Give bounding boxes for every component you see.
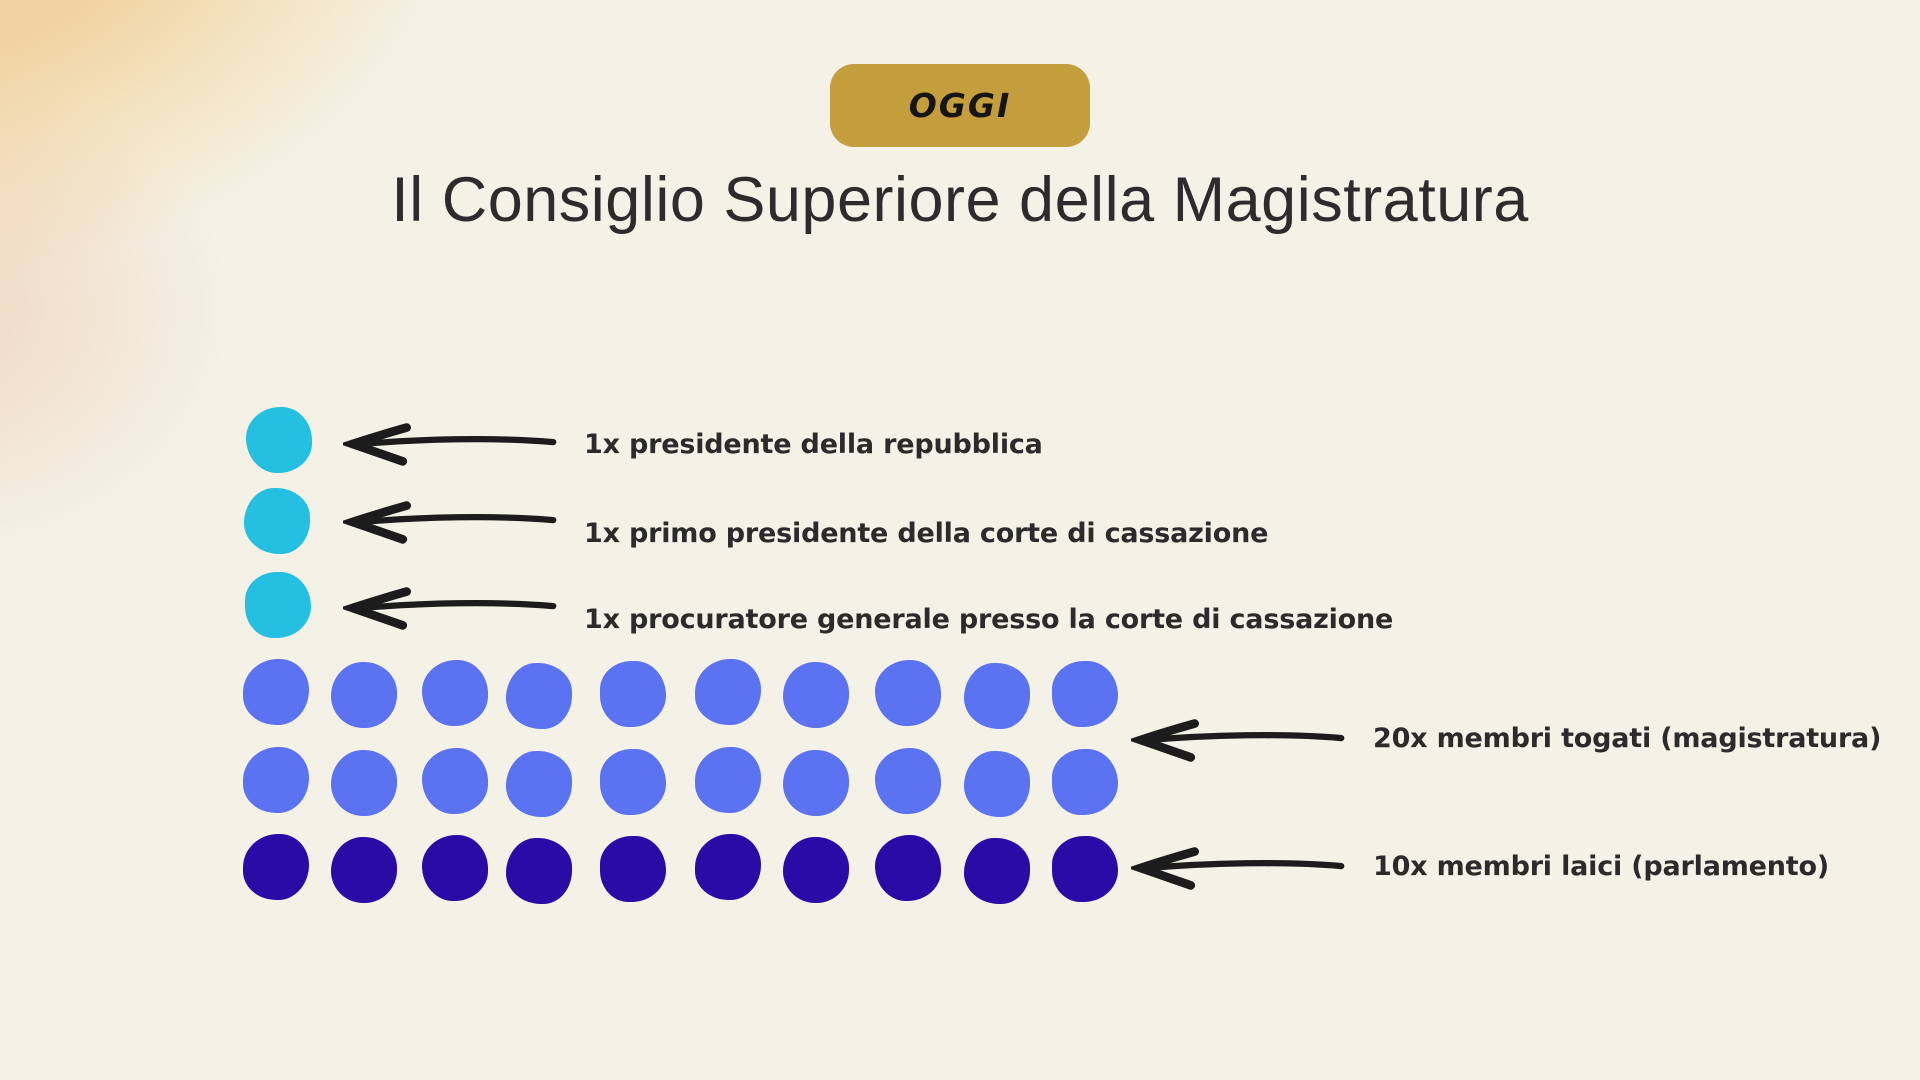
membri-togati-dot xyxy=(875,748,941,814)
membri-togati-dot xyxy=(695,659,761,725)
membri-laici-dot xyxy=(964,838,1030,904)
membri-togati-dot xyxy=(506,663,572,729)
membri-laici-dot xyxy=(331,837,397,903)
slide-title: Il Consiglio Superiore della Magistratur… xyxy=(391,165,1529,235)
membri-laici-dot xyxy=(243,834,309,900)
membri-togati-dot xyxy=(875,660,941,726)
arrow-to-procuratore-generale xyxy=(343,584,559,632)
unit-dot-3 xyxy=(245,572,311,638)
oggi-badge: OGGI xyxy=(830,64,1090,147)
membri-togati-dot xyxy=(695,747,761,813)
membri-togati-dot xyxy=(964,751,1030,817)
label-membri-laici: 10x membri laici (parlamento) xyxy=(1373,851,1829,882)
membri-togati-dot xyxy=(422,748,488,814)
membri-togati-dot xyxy=(243,659,309,725)
membri-togati-dot xyxy=(783,662,849,728)
label-primo-presidente-cassazione: 1x primo presidente della corte di cassa… xyxy=(584,518,1269,549)
membri-togati-dot xyxy=(600,749,666,815)
membri-laici-dot xyxy=(600,836,666,902)
membri-laici-dot xyxy=(783,837,849,903)
arrow-to-membri-togati xyxy=(1131,716,1347,764)
arrow-to-membri-laici xyxy=(1131,844,1347,892)
membri-laici-dot xyxy=(506,838,572,904)
label-presidente-repubblica: 1x presidente della repubblica xyxy=(584,429,1043,460)
membri-togati-dot xyxy=(422,660,488,726)
membri-togati-dot xyxy=(331,662,397,728)
membri-laici-dot xyxy=(1052,836,1118,902)
unit-dot-2 xyxy=(244,488,310,554)
membri-togati-dot xyxy=(783,750,849,816)
membri-laici-dot xyxy=(875,835,941,901)
membri-togati-dot xyxy=(331,750,397,816)
unit-dot-1 xyxy=(246,407,312,473)
oggi-badge-label: OGGI xyxy=(908,86,1012,125)
membri-togati-dot xyxy=(600,661,666,727)
arrow-to-primo-presidente-cassazione xyxy=(343,498,559,546)
arrow-to-presidente-repubblica xyxy=(343,420,559,468)
label-procuratore-generale: 1x procuratore generale presso la corte … xyxy=(584,604,1394,635)
label-membri-togati: 20x membri togati (magistratura) xyxy=(1373,723,1882,754)
membri-togati-dot xyxy=(506,751,572,817)
membri-togati-dot xyxy=(1052,749,1118,815)
membri-togati-dot xyxy=(964,663,1030,729)
membri-togati-dot xyxy=(1052,661,1118,727)
membri-laici-dot xyxy=(422,835,488,901)
membri-laici-dot xyxy=(695,834,761,900)
membri-togati-dot xyxy=(243,747,309,813)
